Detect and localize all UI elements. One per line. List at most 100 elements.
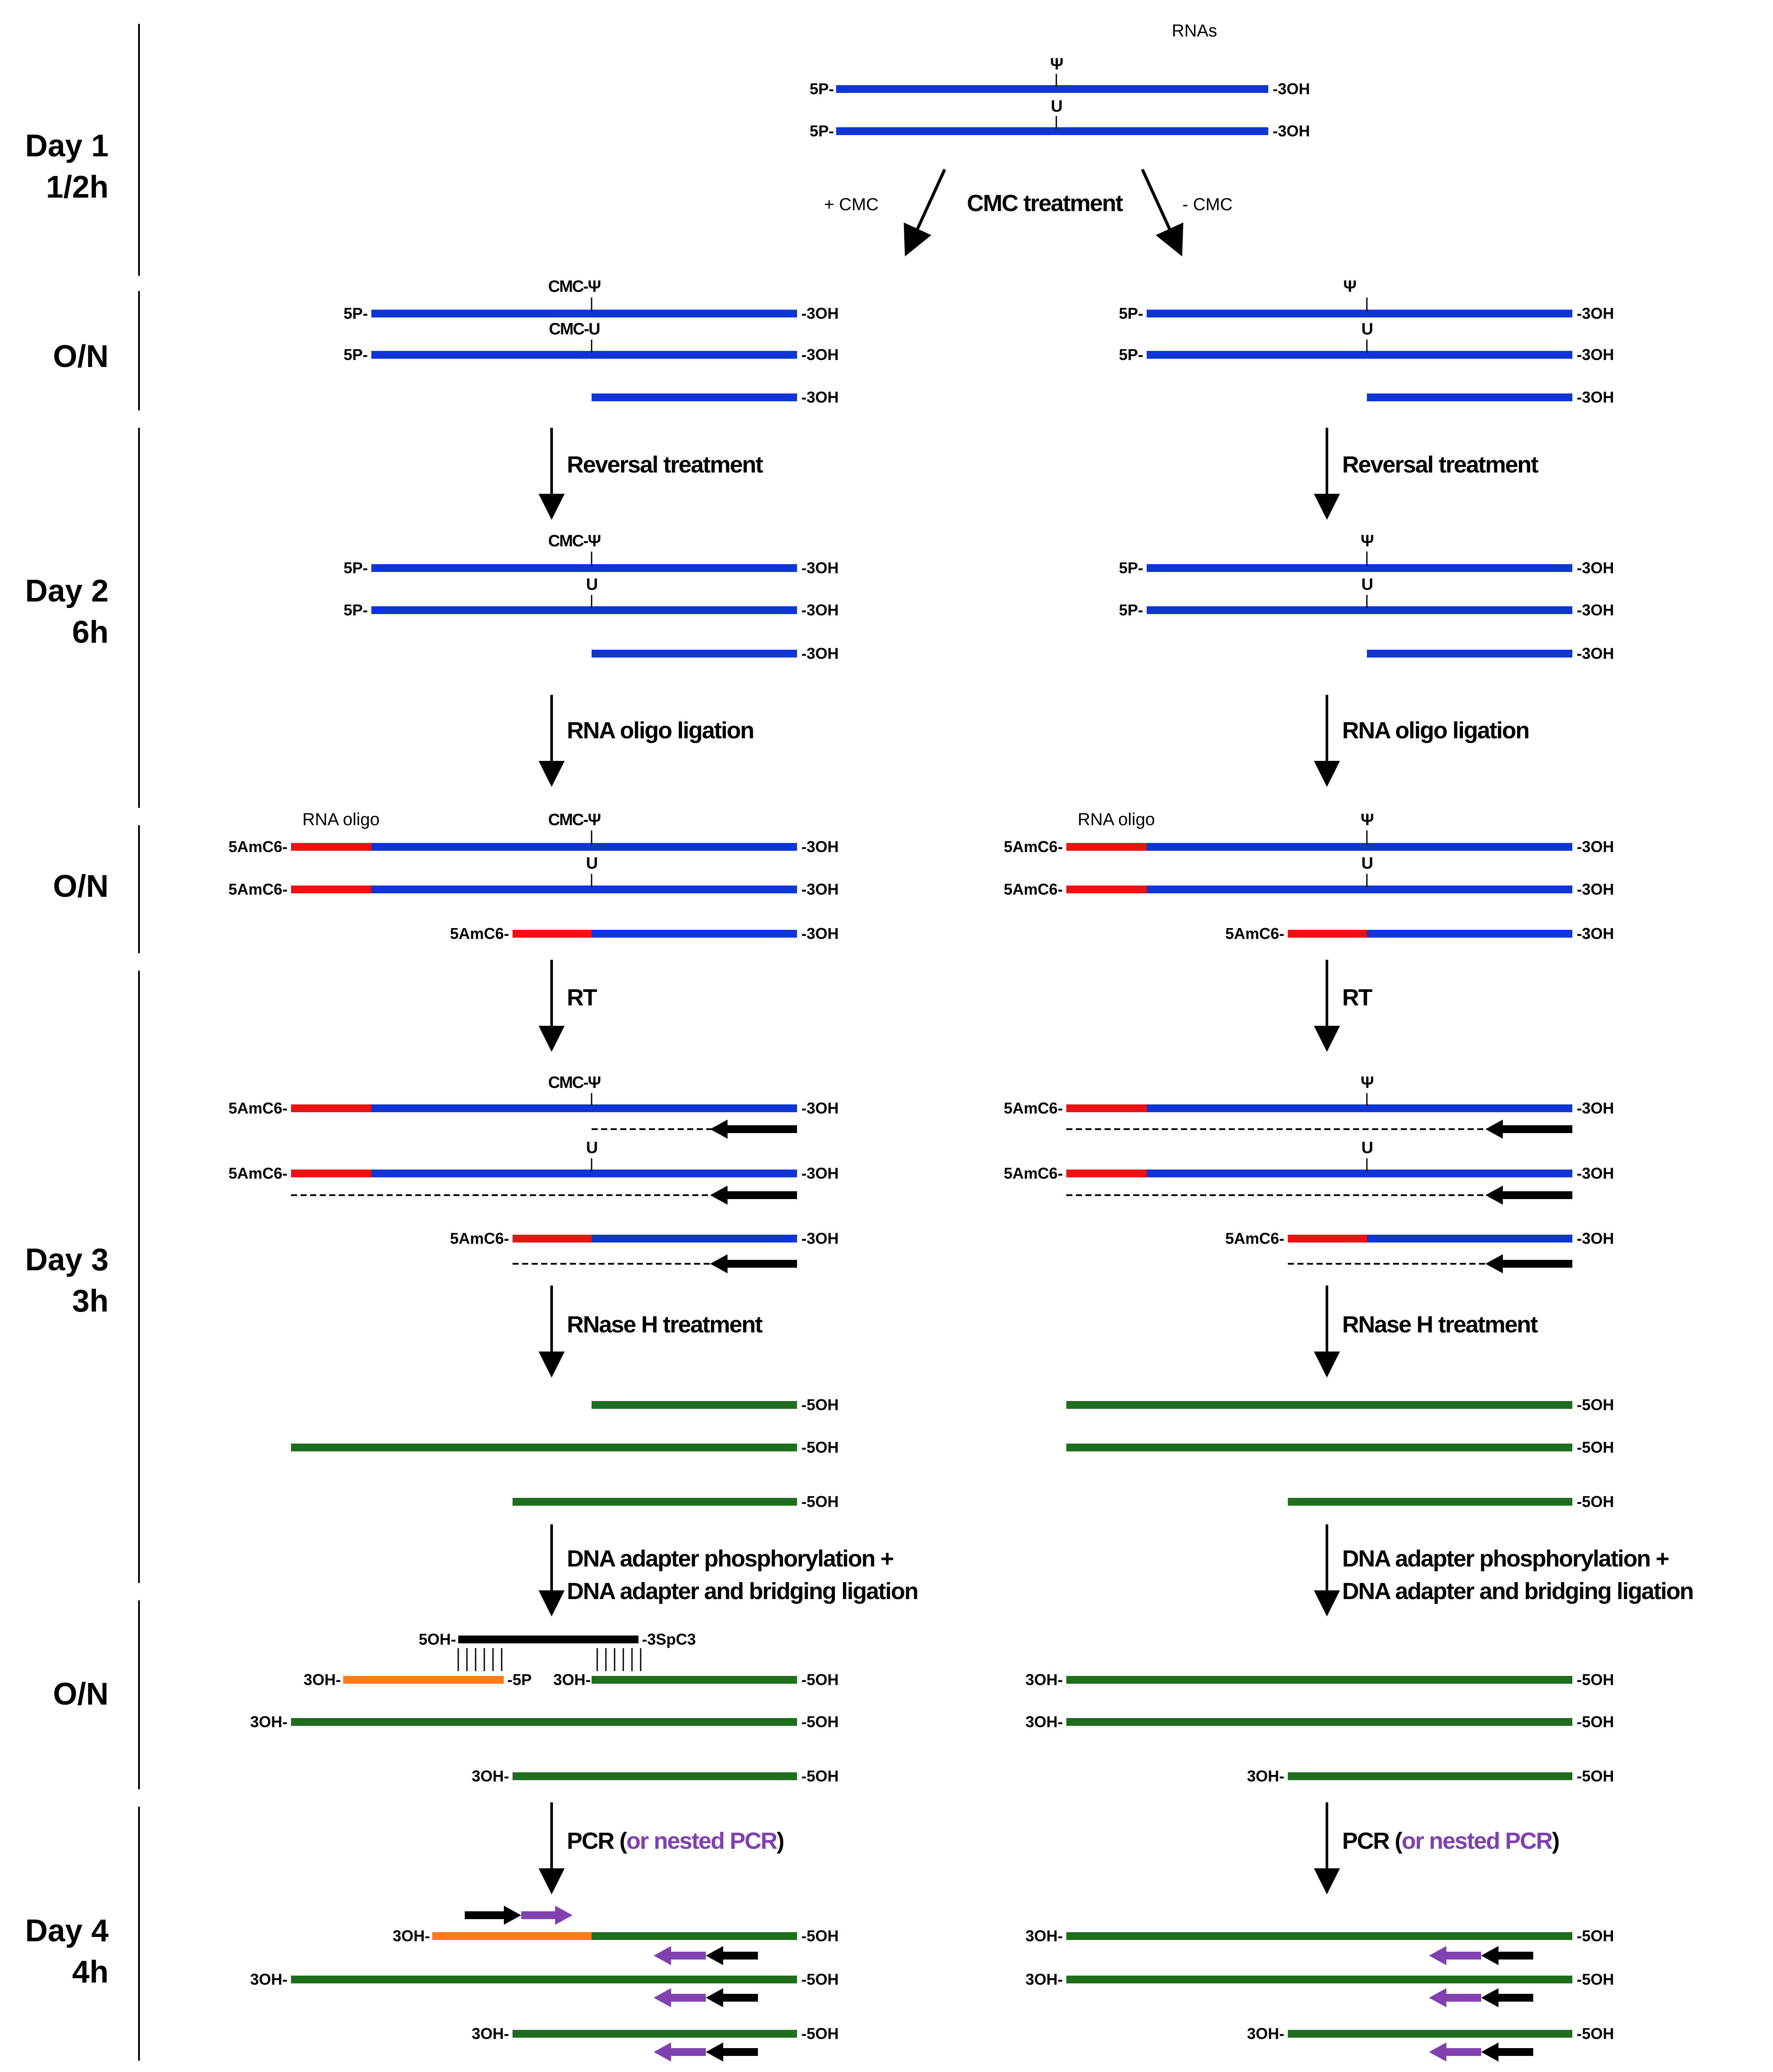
pcr-forward-primer: [465, 1906, 521, 1925]
nested-reverse-primer-head: [654, 2042, 671, 2062]
nested-reverse-primer: [1429, 1946, 1481, 1965]
label-5oh: -5OH: [1577, 1493, 1614, 1510]
label-5oh: -5OH: [801, 1927, 839, 1945]
nested-reverse-primer: [1429, 2042, 1481, 2062]
step-dna-left-1: DNA adapter phosphorylation +: [567, 1546, 893, 1572]
pcr-nested-label: or nested PCR: [626, 1828, 777, 1854]
label-3oh-left: 3OH-: [250, 1970, 288, 1988]
label-rna-oligo: RNA oligo: [302, 810, 380, 829]
step-ligation-left: RNA oligo ligation: [567, 717, 754, 744]
pcr-paren-close: ): [1552, 1828, 1559, 1854]
label-3oh: -3OH: [1273, 80, 1310, 98]
label-u: U: [586, 575, 597, 594]
label-3oh: -3OH: [801, 601, 839, 619]
label-3oh: -3OH: [801, 838, 839, 856]
label-5oh: -5OH: [1577, 1767, 1614, 1785]
pcr-reverse-primer: [706, 1988, 758, 2007]
label-5p: 5P-: [1119, 346, 1143, 364]
label-3oh: -3OH: [1577, 925, 1614, 942]
step-rt-left: RT: [567, 985, 597, 1011]
label-5amc6: 5AmC6-: [1004, 1164, 1063, 1182]
label-3oh: -3OH: [801, 925, 839, 942]
label-5p: 5P-: [810, 122, 834, 140]
step-ligation-right: RNA oligo ligation: [1342, 717, 1529, 744]
label-3oh: -3OH: [801, 559, 839, 577]
rt-primer-arrow-head: [1485, 1120, 1503, 1139]
label-u: U: [1051, 97, 1062, 116]
label-3oh: -3OH: [801, 304, 839, 322]
label-5p: 5P-: [344, 559, 368, 577]
pcr-nested-label: or nested PCR: [1402, 1828, 1552, 1854]
molecule-strands: 5P- -3OH Ψ 5P- -3OH U 5P- -3OH CMC-Ψ 5P- -3OH CMC-U…: [228, 55, 1614, 2062]
rt-primer-arrow: [710, 1120, 797, 1139]
label-3oh: -3OH: [1577, 1099, 1614, 1117]
label-3oh: -3OH: [801, 1229, 839, 1247]
label-3oh-left: 3OH-: [1025, 1671, 1063, 1689]
rt-primer-arrow-head: [1485, 1186, 1503, 1205]
label-u: U: [1361, 854, 1373, 872]
label-5p: 5P-: [1119, 304, 1143, 322]
label-3oh-left: 3OH-: [1025, 1927, 1063, 1945]
step-dna-right-1: DNA adapter phosphorylation +: [1342, 1546, 1669, 1572]
label-3oh: -3OH: [801, 644, 839, 662]
label-5oh: -5OH: [1577, 1671, 1614, 1689]
nested-reverse-primer-head: [654, 1946, 671, 1965]
label-5oh: -5OH: [1577, 1927, 1614, 1945]
nested-reverse-primer: [654, 1946, 706, 1965]
day-label: O/N: [53, 339, 109, 374]
label-modification: U: [1361, 320, 1373, 338]
label-5oh: -5OH: [801, 2025, 839, 2042]
rt-primer-arrow: [710, 1254, 797, 1273]
day-label: O/N: [53, 869, 109, 904]
plus-cmc-label: + CMC: [824, 195, 879, 214]
label-5p: 5P-: [344, 346, 368, 364]
nested-forward-primer: [521, 1906, 572, 1925]
cmc-treatment-label: CMC treatment: [967, 190, 1123, 216]
rt-primer-arrow-head: [1485, 1254, 1503, 1273]
day-duration: 6h: [72, 615, 109, 650]
pcr-paren-close: ): [777, 1828, 784, 1854]
nested-reverse-primer: [654, 1988, 706, 2007]
pcr-reverse-primer-head: [706, 2042, 723, 2062]
label-3oh-left: 3OH-: [472, 1767, 509, 1785]
label-3oh-left: 3OH-: [1247, 1767, 1284, 1785]
nested-forward-primer-head: [555, 1906, 572, 1925]
pcr-reverse-primer: [1481, 1988, 1533, 2007]
pcr-reverse-primer: [706, 2042, 758, 2062]
label-modification: Ψ: [1361, 1074, 1373, 1092]
label-5p: 5P-: [344, 601, 368, 619]
label-3oh: -3OH: [1577, 838, 1614, 856]
label-5oh: -5OH: [801, 1396, 839, 1414]
label-rna-oligo: RNA oligo: [1078, 810, 1155, 829]
step-reversal-left: Reversal treatment: [567, 452, 763, 478]
label-modification: Ψ: [1361, 811, 1373, 829]
pcr-label: PCR: [567, 1828, 614, 1854]
nested-reverse-primer-head: [1429, 1988, 1446, 2007]
label-5amc6: 5AmC6-: [228, 838, 288, 856]
label-3oh-left: 3OH-: [393, 1927, 430, 1945]
step-labels-left: Reversal treatment RNA oligo ligation RT…: [567, 452, 919, 1854]
label-5amc6: 5AmC6-: [1225, 925, 1284, 942]
rt-primer-arrow: [1485, 1186, 1572, 1205]
label-3oh-left: 3OH-: [1247, 2025, 1284, 2042]
rt-primer-arrow-head: [710, 1120, 728, 1139]
pcr-reverse-primer-head: [1481, 2042, 1498, 2062]
label-5oh: -5OH: [1577, 1970, 1614, 1988]
label-5p: 5P-: [1119, 601, 1143, 619]
label-3oh: -3OH: [1577, 644, 1614, 662]
label-5p: 5P-: [1119, 559, 1143, 577]
label-5oh: -5OH: [801, 1767, 839, 1785]
label-5oh: -5OH: [1577, 1438, 1614, 1456]
label-5oh: -5OH: [801, 1970, 839, 1988]
label-3oh: -3OH: [1577, 388, 1614, 406]
pcr-label: PCR: [1342, 1828, 1389, 1854]
step-rnase-left: RNase H treatment: [567, 1312, 763, 1338]
rt-primer-arrow: [710, 1186, 797, 1205]
step-dna-left-2: DNA adapter and bridging ligation: [567, 1578, 918, 1604]
label-u: U: [586, 1139, 597, 1157]
step-pcr-left: PCR (or nested PCR): [567, 1828, 784, 1854]
day-label: O/N: [53, 1677, 109, 1712]
label-5amc6: 5AmC6-: [228, 1099, 288, 1117]
label-3oh: -3OH: [1273, 122, 1310, 140]
label-u: U: [1361, 1139, 1373, 1157]
